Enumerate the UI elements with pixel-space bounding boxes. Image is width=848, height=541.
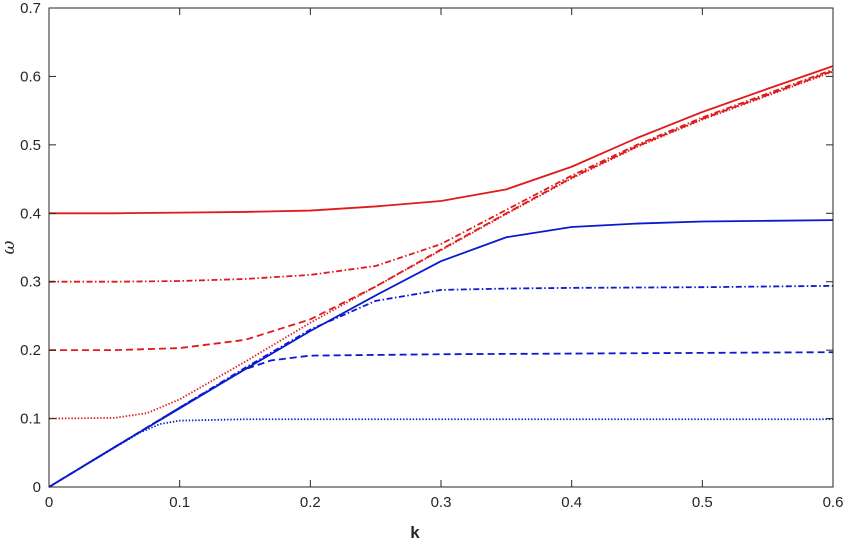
series-line-red-dotted: [48, 70, 834, 420]
series-line-blue-dotted: [48, 418, 833, 488]
y-tick-label: 0.5: [20, 137, 41, 154]
y-tick-label: 0.7: [20, 0, 41, 17]
x-tick-label: 0.2: [300, 494, 321, 511]
y-tick-label: 0.1: [20, 411, 41, 428]
y-axis: 0 0.1 0.2 0.3 0.4 0.5 0.6 0.7: [20, 0, 833, 496]
x-axis-title: k: [410, 523, 420, 541]
y-tick-label: 0.6: [20, 68, 41, 85]
series-layer: [48, 65, 834, 488]
y-axis-title: ω: [0, 240, 19, 254]
series-line-red-solid: [49, 65, 834, 215]
x-tick-label: 0: [45, 494, 53, 511]
series-line-blue-dashed: [48, 351, 834, 488]
x-tick-label: 0.1: [169, 494, 190, 511]
y-tick-label: 0.4: [20, 205, 41, 222]
series-line-red-dashdot: [49, 68, 834, 283]
x-tick-label: 0.6: [823, 494, 844, 511]
y-tick-label: 0.3: [20, 274, 41, 291]
x-axis: 0 0.1 0.2 0.3 0.4 0.5 0.6: [45, 8, 844, 511]
x-tick-label: 0.3: [431, 494, 452, 511]
x-tick-label: 0.4: [561, 494, 582, 511]
x-tick-label: 0.5: [692, 494, 713, 511]
y-tick-label: 0: [33, 479, 41, 496]
y-tick-label: 0.2: [20, 342, 41, 359]
